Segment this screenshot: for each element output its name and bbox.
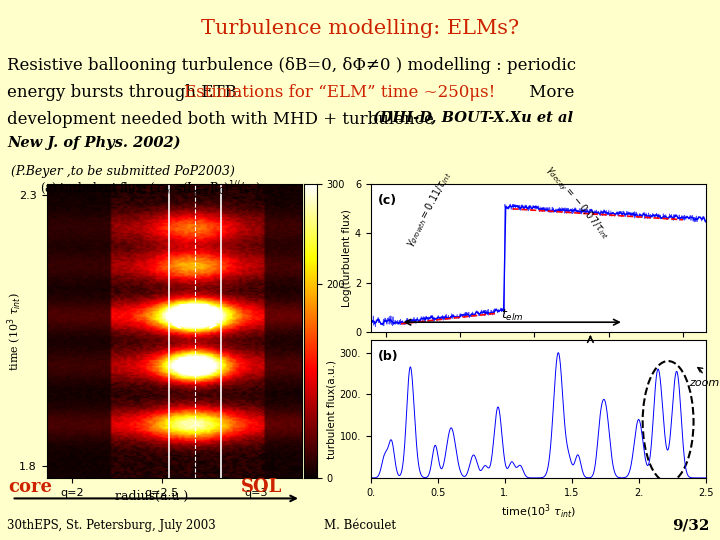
Text: Turbulence modelling: ELMs?: Turbulence modelling: ELMs? [201,19,519,38]
Text: radius(a.u ): radius(a.u ) [115,489,189,503]
Text: New J. of Phys. 2002): New J. of Phys. 2002) [7,136,181,151]
Text: (c): (c) [377,194,397,207]
Text: Resistive ballooning turbulence (δB=0, δΦ≠0 ) modelling : periodic: Resistive ballooning turbulence (δB=0, δ… [7,57,576,73]
Text: SOL: SOL [241,478,282,496]
Text: M. Bécoulet: M. Bécoulet [324,518,396,532]
Text: $\gamma_{growth}=0.11/\tau_{int}$: $\gamma_{growth}=0.11/\tau_{int}$ [403,170,456,250]
X-axis label: time(10$^3$ $\tau_{int}$): time(10$^3$ $\tau_{int}$) [500,503,576,522]
Text: (a) turbulent flux; ($\tau_{int}$=(L$_{pcc}$R$_0$)$^{1//}$/c$_s$): (a) turbulent flux; ($\tau_{int}$=(L$_{p… [40,179,261,200]
Text: 30thEPS, St. Petersburg, July 2003: 30thEPS, St. Petersburg, July 2003 [7,518,216,532]
Text: development needed both with MHD + turbulence: development needed both with MHD + turbu… [7,111,439,127]
Text: time (10$^3$ $\tau_{int}$): time (10$^3$ $\tau_{int}$) [6,293,24,372]
Text: Estimations for “ELM” time ~250μs!: Estimations for “ELM” time ~250μs! [184,84,495,100]
Text: $t_{elm}$: $t_{elm}$ [501,307,523,322]
Text: (DIII-D, BOUT-X.Xu et al: (DIII-D, BOUT-X.Xu et al [373,111,573,125]
Y-axis label: turbulent flux(a.u.): turbulent flux(a.u.) [327,360,337,458]
Text: (P.Beyer ,to be submitted PoP2003): (P.Beyer ,to be submitted PoP2003) [11,165,235,178]
Text: zoom: zoom [690,368,720,388]
Text: (b): (b) [377,350,398,363]
Text: More: More [524,84,575,100]
Text: energy bursts through ETB.: energy bursts through ETB. [7,84,248,100]
Text: ETB: ETB [179,303,212,318]
Text: 9/32: 9/32 [672,518,709,532]
Y-axis label: Log(turbulent flux): Log(turbulent flux) [342,209,352,307]
Text: core: core [9,478,53,496]
Text: $\gamma_{decay}=-0.07/\tau_{int}$: $\gamma_{decay}=-0.07/\tau_{int}$ [542,163,613,243]
